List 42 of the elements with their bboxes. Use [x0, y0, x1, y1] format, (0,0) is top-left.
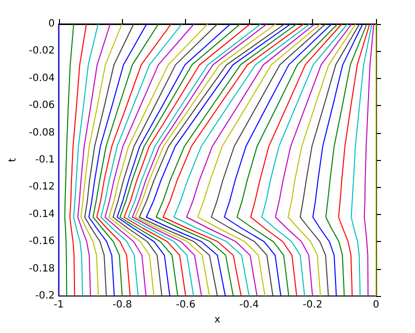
x-tick-label: -0.6 [176, 300, 196, 310]
x-tick-label: -0.2 [302, 300, 322, 310]
line-series [88, 24, 148, 296]
y-tick-label: -0.18 [28, 263, 55, 274]
line-series [364, 24, 374, 296]
x-tick-label: 0 [372, 300, 380, 310]
line-series [224, 24, 332, 296]
y-tick-label: -0.16 [28, 236, 55, 248]
line-series [325, 24, 368, 296]
line-series [338, 24, 370, 296]
y-tick-label: -0.14 [28, 208, 55, 220]
line-series [84, 24, 134, 296]
line-series [96, 24, 172, 296]
y-axis-title: t [8, 158, 18, 162]
line-series [250, 24, 342, 296]
line-series [80, 24, 122, 296]
line-series [312, 24, 364, 296]
line-series [261, 24, 348, 296]
line-series [64, 24, 74, 296]
line-series [100, 24, 182, 296]
y-tick-label: -0.06 [28, 100, 55, 112]
line-series [92, 24, 159, 296]
line-series [236, 24, 338, 296]
y-tick-label: -0.04 [28, 72, 55, 84]
line-series [350, 24, 372, 296]
line-series [69, 24, 87, 296]
line-series [288, 24, 356, 296]
x-tick-label: -0.4 [239, 300, 259, 310]
line-series [104, 24, 194, 296]
y-tick-label: -0.2 [35, 290, 55, 302]
line-series [300, 24, 360, 296]
line-series [274, 24, 352, 296]
y-tick-label: -0.1 [35, 154, 55, 166]
y-tick-label: -0.08 [28, 127, 55, 138]
x-tick-label: -0.8 [112, 300, 132, 310]
line-series [77, 24, 111, 296]
x-tick-label: -1 [54, 300, 64, 310]
y-tick-label: -0.02 [28, 46, 55, 57]
line-series [73, 24, 99, 296]
x-axis-title: x [214, 314, 220, 326]
y-tick-label: -0.12 [28, 182, 55, 193]
y-tick-label: 0 [48, 18, 55, 30]
